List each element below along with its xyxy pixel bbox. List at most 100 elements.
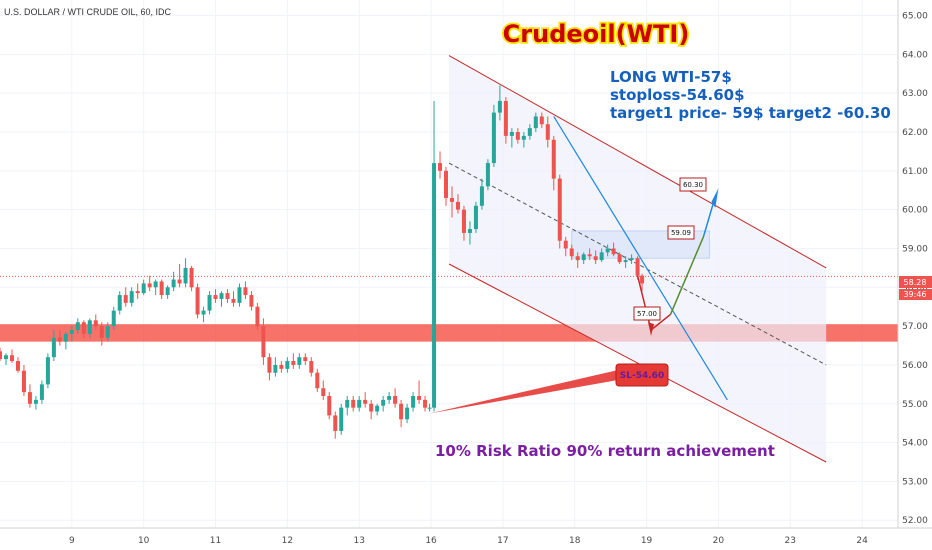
- time-tick-label: 20: [713, 536, 725, 546]
- candle-body: [273, 364, 278, 373]
- candle-body: [117, 295, 122, 311]
- candle-body: [147, 283, 152, 288]
- candle-body: [351, 399, 356, 408]
- candle-body: [141, 283, 146, 294]
- candle-body: [635, 258, 640, 276]
- price-tick-label: 58.00: [902, 283, 928, 293]
- candle-body: [111, 310, 116, 327]
- entry-arrow: [650, 313, 671, 331]
- candle-body: [123, 295, 128, 303]
- stop-loss-box: [615, 363, 669, 387]
- time-tick-label: 11: [210, 536, 221, 546]
- target2-arrowhead: [711, 188, 719, 208]
- symbol-label: U.S. DOLLAR / WTI CRUDE OIL, 60, IDC: [4, 7, 172, 17]
- target1-arrow: [669, 236, 705, 315]
- candle-body: [63, 333, 68, 342]
- candle-body: [369, 403, 374, 412]
- candle-body: [189, 267, 194, 288]
- candle-body: [473, 205, 478, 230]
- stop-loss-callout: SL-54.60: [615, 363, 669, 387]
- candle-body: [521, 135, 526, 140]
- candle-body: [405, 407, 410, 420]
- candle-body: [129, 291, 134, 303]
- price-tick-label: 56.00: [902, 361, 928, 371]
- time-tick-label: 18: [569, 536, 581, 546]
- price-axis-panel[interactable]: [898, 0, 932, 528]
- candle-body: [237, 287, 242, 303]
- candle-body: [491, 112, 496, 164]
- channel-upper-line: [448, 55, 827, 269]
- stop-loss-wedge: [429, 370, 618, 414]
- target-box-1: 59.09: [667, 225, 695, 240]
- candle-body: [33, 399, 38, 404]
- candle-body: [99, 326, 104, 338]
- target2-box: [679, 177, 707, 192]
- candle-body: [611, 248, 616, 255]
- time-tick-label: 17: [497, 536, 508, 546]
- candle-body: [309, 361, 314, 373]
- candle-body: [297, 357, 302, 365]
- target1-box: [667, 225, 695, 240]
- candle-body: [363, 399, 368, 404]
- time-axis-panel[interactable]: [0, 528, 932, 550]
- price-tick-label: 62.00: [902, 128, 928, 138]
- candle-body: [279, 364, 284, 369]
- candle-body: [605, 248, 610, 253]
- price-tick-label: 65.00: [902, 12, 928, 22]
- candle-body: [75, 322, 80, 330]
- candle-body: [423, 399, 428, 408]
- stop-loss-label: SL-54.60: [620, 371, 664, 381]
- candle-body: [333, 415, 338, 431]
- price-tick-label: 54.00: [902, 439, 928, 449]
- time-axis: 9 10 11 12 13 16 17 18 19 20 23 24: [69, 536, 868, 546]
- annotations: [429, 116, 728, 414]
- candle-body: [357, 399, 362, 408]
- candle-body: [503, 100, 508, 136]
- time-tick-label: 19: [641, 536, 653, 546]
- candle-body: [261, 326, 266, 358]
- price-tick-label: 61.00: [902, 167, 928, 177]
- price-tick-label: 60.00: [902, 206, 928, 216]
- candle-body: [515, 132, 520, 140]
- candle-body: [0, 351, 2, 360]
- candle-body: [467, 229, 472, 233]
- candle-body: [569, 248, 574, 257]
- candle-body: [640, 275, 645, 284]
- drop-arrow: [636, 275, 652, 331]
- last-price-value: 58.28: [904, 278, 927, 287]
- candle-body: [303, 357, 308, 362]
- time-tick-label: 16: [425, 536, 437, 546]
- candle-body: [21, 370, 26, 393]
- last-price-tag: 58.28 39:46: [899, 276, 932, 300]
- candle-body: [3, 355, 8, 360]
- candle-body: [69, 330, 74, 334]
- candle-body: [449, 198, 454, 202]
- candle-body: [135, 291, 140, 294]
- price-axis: 52.00 53.00 54.00 55.00 56.00 57.00 58.00 59.00…: [902, 12, 928, 527]
- candle-body: [479, 186, 484, 206]
- candle-body: [249, 295, 254, 307]
- candles: [0, 85, 645, 439]
- candle-body: [87, 320, 92, 334]
- target1-box-label: 59.09: [671, 229, 691, 237]
- candle-body: [444, 170, 449, 198]
- price-tick-label: 53.00: [902, 477, 928, 487]
- last-price-tag-bg: [899, 276, 932, 288]
- candle-body: [159, 281, 164, 296]
- candle-body: [581, 254, 586, 261]
- candle-body: [623, 260, 628, 263]
- candle-body: [345, 399, 350, 408]
- candle-body: [177, 279, 182, 284]
- target-box-entry: 57.00: [633, 306, 661, 321]
- candle-body: [231, 298, 236, 303]
- candle-body: [497, 100, 502, 113]
- candle-body: [255, 306, 260, 327]
- countdown-tag-bg: [899, 289, 932, 300]
- candle-body: [539, 116, 544, 125]
- candle-body: [393, 396, 398, 404]
- candle-body: [267, 357, 272, 373]
- candle-body: [461, 209, 466, 233]
- target2-box-label: 60.30: [683, 181, 703, 189]
